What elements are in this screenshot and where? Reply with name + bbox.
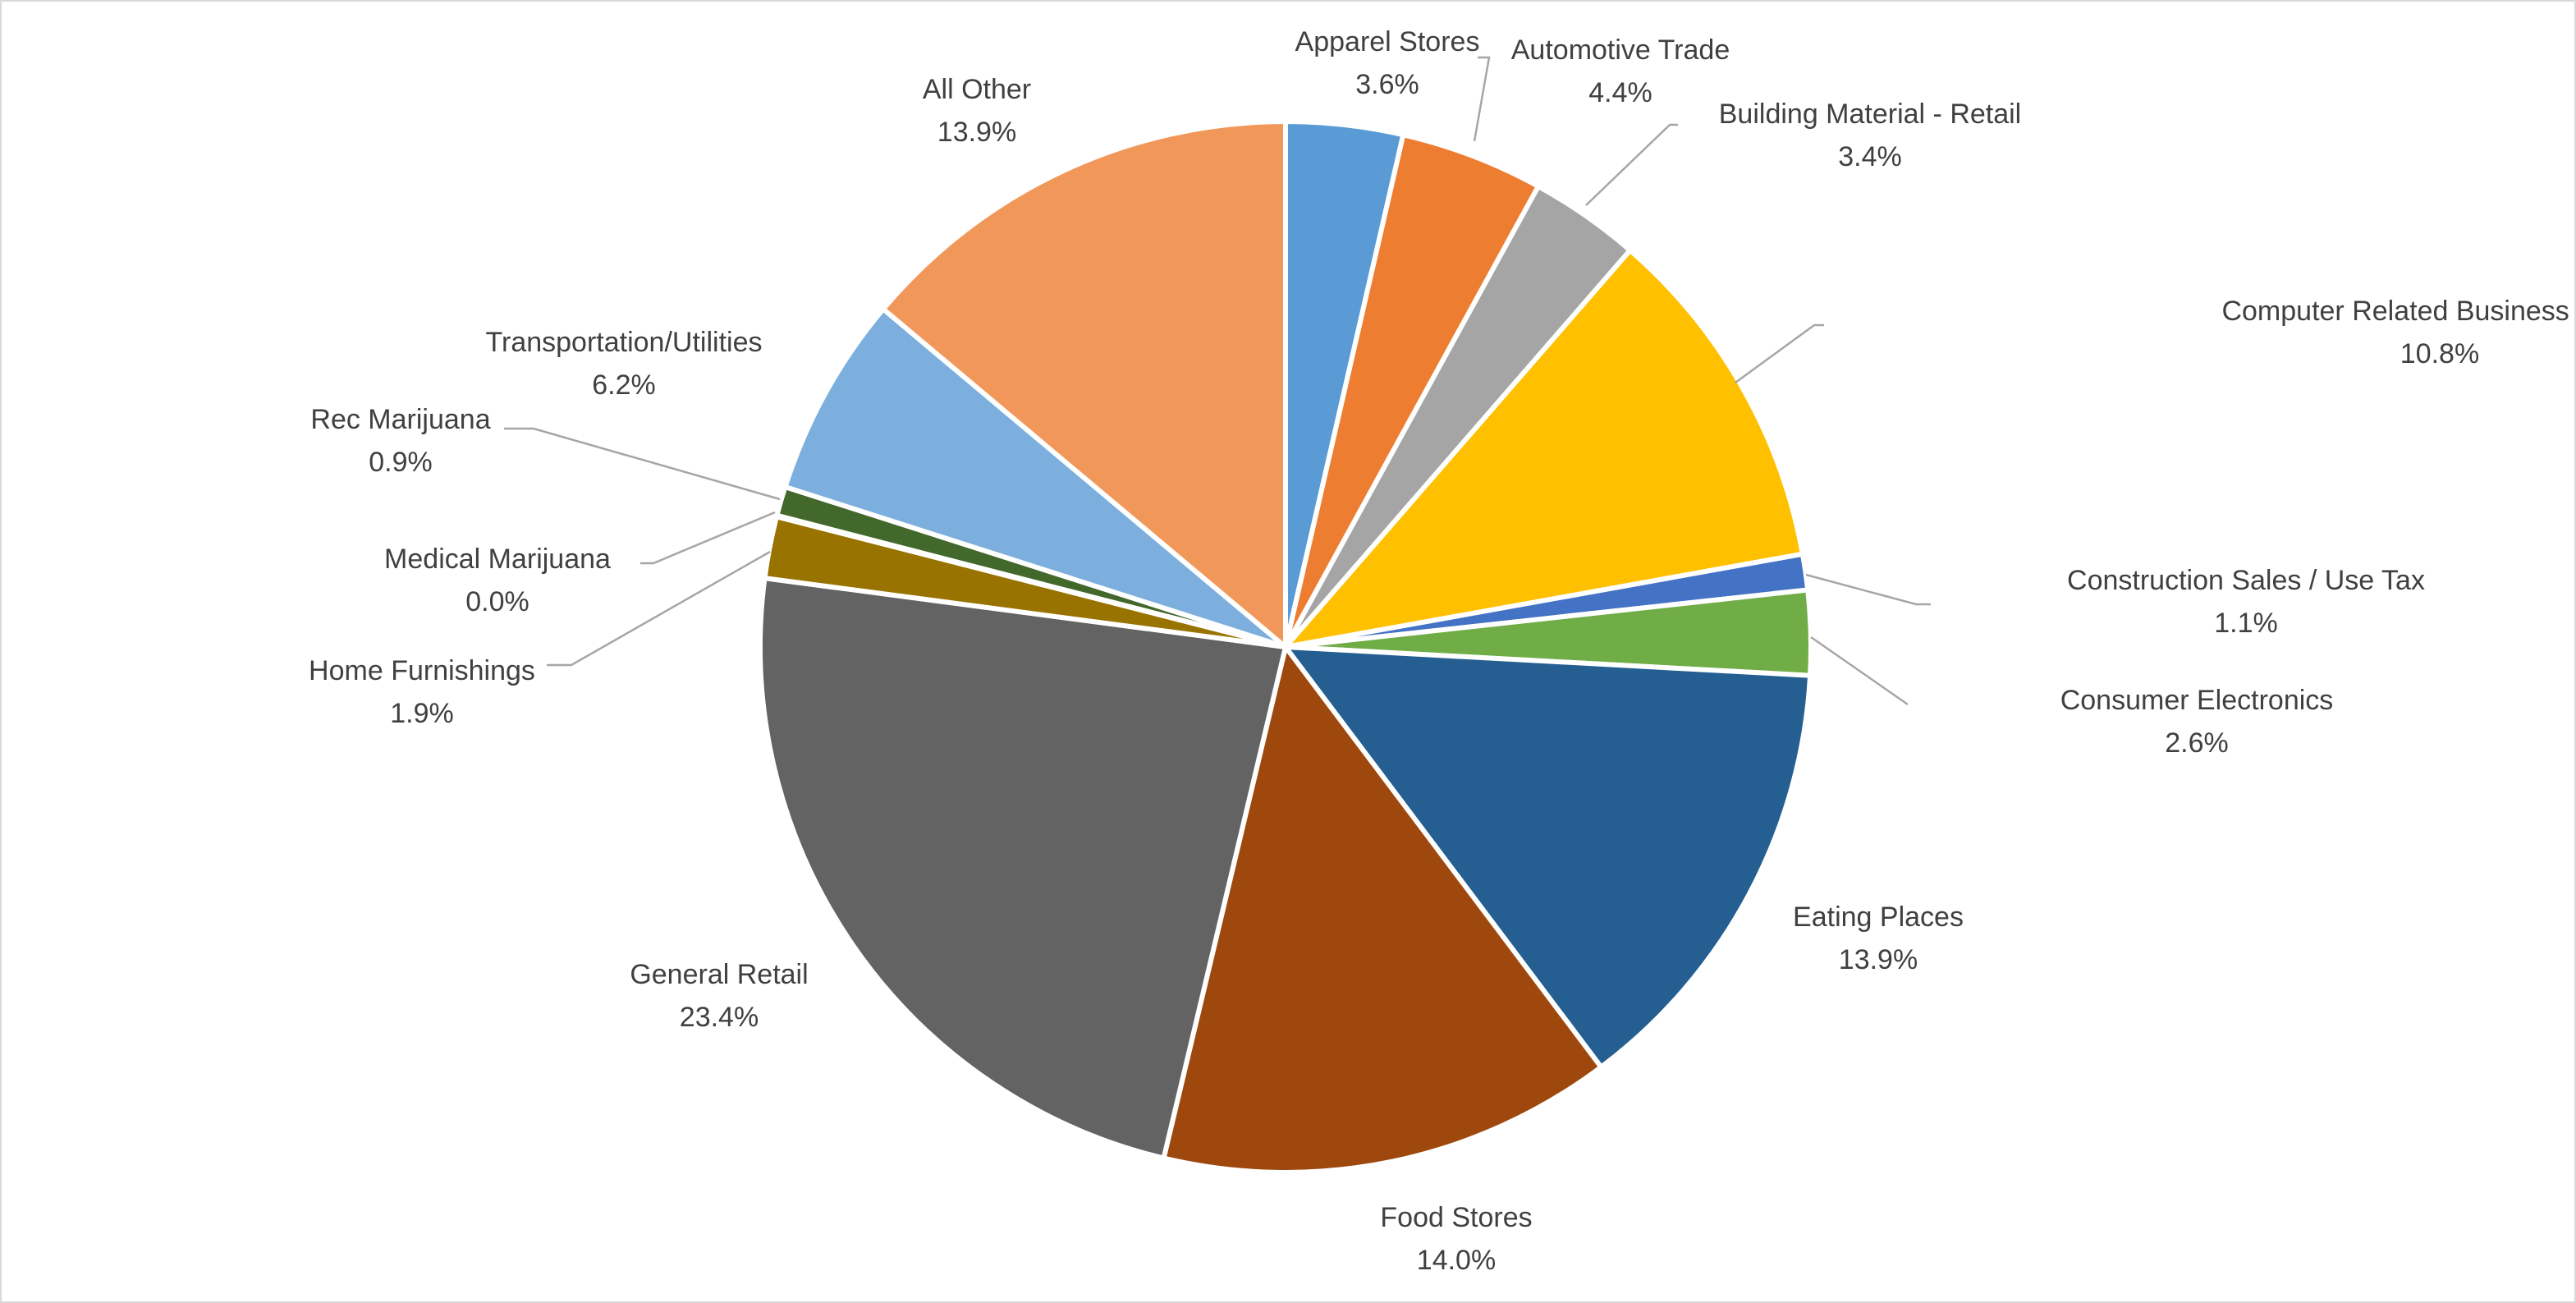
- leader-lines: [504, 56, 1931, 706]
- slice-name-label: Automotive Trade: [1511, 34, 1730, 66]
- slice-value-label: 0.9%: [369, 447, 433, 478]
- data-label-building-material-retail: Building Material - Retail 3.4%: [1719, 99, 2022, 172]
- slice-name-label: All Other: [923, 74, 1031, 105]
- slice-name-label: General Retail: [630, 959, 808, 990]
- pie-slice-general-retail: [757, 576, 1288, 1161]
- slice-value-label: 14.0%: [1417, 1245, 1496, 1276]
- slice-name-label: Construction Sales / Use Tax: [2067, 565, 2425, 596]
- slice-value-label: 4.4%: [1588, 77, 1652, 108]
- slice-value-label: 3.6%: [1355, 69, 1419, 100]
- pie-slice-food-stores: [1161, 645, 1604, 1175]
- leader-line-medical-marijuana: [640, 511, 776, 565]
- data-label-apparel-stores: Apparel Stores 3.6%: [1295, 26, 1480, 100]
- slice-value-label: 3.4%: [1838, 141, 1902, 172]
- leader-line-construction-sales-use-tax: [1805, 573, 1931, 606]
- slice-value-label: 0.0%: [465, 586, 529, 617]
- data-label-home-furnishings: Home Furnishings 1.9%: [309, 655, 535, 729]
- pie-slices: [757, 119, 1813, 1175]
- data-label-rec-marijuana: Rec Marijuana 0.9%: [310, 404, 490, 478]
- leader-line-building-material-retail: [1585, 123, 1678, 206]
- leader-line-computer-related-business-sector: [1735, 323, 1824, 384]
- leader-line-automotive-trade: [1473, 56, 1491, 142]
- data-label-food-stores: Food Stores 14.0%: [1380, 1202, 1532, 1276]
- pie-slice-computer-related-business-sector: [1283, 247, 1805, 649]
- slice-name-label: Computer Related Business Sector: [2221, 296, 2576, 327]
- slice-value-label: 13.9%: [937, 117, 1016, 148]
- slice-name-label: Transportation/Utilities: [486, 327, 763, 358]
- data-label-medical-marijuana: Medical Marijuana 0.0%: [384, 544, 611, 617]
- slice-value-label: 1.1%: [2214, 608, 2278, 639]
- slice-name-label: Rec Marijuana: [310, 404, 490, 435]
- slice-name-label: Medical Marijuana: [384, 544, 611, 575]
- leader-line-home-furnishings: [547, 550, 771, 667]
- data-label-computer-related-business-sector: Computer Related Business Sector 10.8%: [2221, 296, 2576, 369]
- slice-value-label: 23.4%: [680, 1002, 759, 1033]
- slice-name-label: Building Material - Retail: [1719, 99, 2022, 130]
- slice-value-label: 6.2%: [592, 369, 656, 401]
- slice-name-label: Apparel Stores: [1295, 26, 1480, 57]
- slice-name-label: Consumer Electronics: [2060, 685, 2334, 716]
- data-labels: Apparel Stores 3.6% Automotive Trade 4.4% Bu…: [309, 26, 2576, 1276]
- pie-slice-eating-places: [1283, 645, 1813, 1070]
- data-label-automotive-trade: Automotive Trade 4.4%: [1511, 34, 1730, 108]
- leader-line-rec-marijuana: [504, 427, 781, 501]
- pie-slice-automotive-trade: [1283, 132, 1541, 649]
- data-label-construction-sales-use-tax: Construction Sales / Use Tax 1.1%: [2067, 565, 2425, 639]
- slice-value-label: 10.8%: [2400, 338, 2479, 369]
- slice-name-label: Food Stores: [1380, 1202, 1532, 1233]
- slice-value-label: 2.6%: [2165, 727, 2229, 759]
- pie-slice-all-other: [880, 119, 1288, 649]
- slice-name-label: Eating Places: [1793, 902, 1964, 933]
- slice-value-label: 1.9%: [390, 698, 454, 729]
- data-label-general-retail: General Retail 23.4%: [630, 959, 808, 1033]
- leader-line-consumer-electronics: [1810, 635, 1909, 706]
- pie-slice-transportation-utilities: [782, 306, 1288, 649]
- data-label-all-other: All Other 13.9%: [923, 74, 1031, 148]
- data-label-eating-places: Eating Places 13.9%: [1793, 902, 1964, 975]
- data-label-consumer-electronics: Consumer Electronics 2.6%: [2060, 685, 2334, 759]
- slice-value-label: 13.9%: [1839, 944, 1918, 975]
- data-label-transportation-utilities: Transportation/Utilities 6.2%: [486, 327, 763, 401]
- slice-name-label: Home Furnishings: [309, 655, 535, 686]
